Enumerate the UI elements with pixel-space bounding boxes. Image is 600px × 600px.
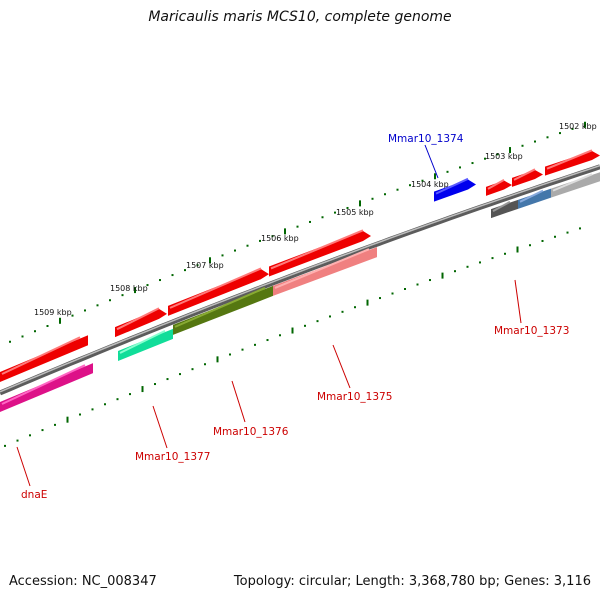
leader-mmar10-1375: [332, 344, 351, 389]
cds-arrow-highlight: [270, 229, 364, 270]
gene-band-dnae-highlight: [1, 364, 86, 405]
cds-arrow-highlight: [116, 307, 160, 331]
scale-tick-label: 1505 kbp: [336, 208, 374, 217]
gene-arrow-mmar10-1374: [434, 179, 476, 202]
scale-tick-label: 1507 kbp: [186, 261, 224, 270]
cds-arrow-highlight: [169, 267, 262, 309]
scale-tick-label: 1502 kbp: [559, 122, 597, 131]
scale-tick-label: 1506 kbp: [261, 234, 299, 243]
gene-label-mmar10-1375[interactable]: Mmar10_1375: [317, 391, 392, 403]
gene-band-light: [551, 172, 600, 198]
scale-tick-label: 1503 kbp: [485, 152, 523, 161]
backbone-line: [0, 164, 600, 396]
gene-band-mmar10-1375: [273, 247, 377, 296]
gene-band-mmar10-1376-highlight: [174, 287, 266, 328]
cds-arrow: [0, 335, 88, 382]
genome-backbone: [0, 164, 600, 396]
cds-arrow-highlight: [546, 149, 593, 170]
scale-tick-labels: 1509 kbp 1508 kbp 1507 kbp 1506 kbp 1505 kbp…: [34, 122, 597, 317]
scale-tick-label: 1508 kbp: [110, 284, 148, 293]
gene-features: [0, 149, 600, 412]
genome-summary-text: Topology: circular; Length: 3,368,780 bp…: [233, 574, 591, 589]
cds-arrow-highlight: [1, 336, 81, 375]
leader-mmar10-1376: [231, 380, 246, 423]
scale-tick-label: 1504 kbp: [411, 180, 449, 189]
gene-band-mmar10-1376: [173, 285, 273, 335]
cds-arrow-highlight: [487, 178, 505, 190]
scale-ticks-outer: [9, 121, 586, 343]
backbone-highlight: [0, 164, 600, 393]
cds-arrow-highlight: [513, 168, 536, 181]
gene-label-mmar10-1373[interactable]: Mmar10_1373: [494, 325, 569, 337]
gene-label-dnae[interactable]: dnaE: [21, 489, 47, 501]
scale-tick-label: 1509 kbp: [34, 308, 72, 317]
gene-band-grey-highlight: [492, 200, 511, 212]
cds-arrow: [168, 269, 269, 316]
cds-arrow: [115, 308, 167, 338]
gene-band-mmar10-1377-highlight: [119, 329, 166, 354]
gene-band-dnae: [0, 363, 93, 412]
leader-mmar10-1377: [152, 405, 168, 449]
gene-band-mmar10-1377: [118, 328, 173, 361]
gene-band-grey: [491, 199, 518, 219]
scale-ticks-inner: [4, 227, 581, 447]
cds-arrow: [269, 230, 371, 277]
leader-mmar10-1374: [424, 144, 439, 179]
gene-band-light-highlight: [552, 173, 593, 192]
gene-band-mmar10-1373-highlight: [519, 189, 544, 203]
gene-label-mmar10-1374[interactable]: Mmar10_1374: [388, 133, 464, 145]
accession-text: Accession: NC_008347: [9, 574, 157, 589]
map-title: Maricaulis maris MCS10, complete genome: [148, 9, 452, 25]
leader-mmar10-1373: [514, 279, 522, 324]
gene-label-mmar10-1377[interactable]: Mmar10_1377: [135, 451, 210, 463]
cds-arrow: [545, 150, 600, 176]
gene-arrow-mmar10-1374-highlight: [435, 177, 469, 195]
label-leaders: [16, 144, 522, 487]
gene-band-mmar10-1373: [518, 188, 551, 209]
cds-arrow: [486, 180, 512, 196]
gene-band-mmar10-1375-highlight: [274, 248, 370, 289]
cds-arrow: [512, 169, 543, 187]
gene-label-mmar10-1376[interactable]: Mmar10_1376: [213, 426, 289, 438]
leader-dnae: [16, 446, 31, 487]
